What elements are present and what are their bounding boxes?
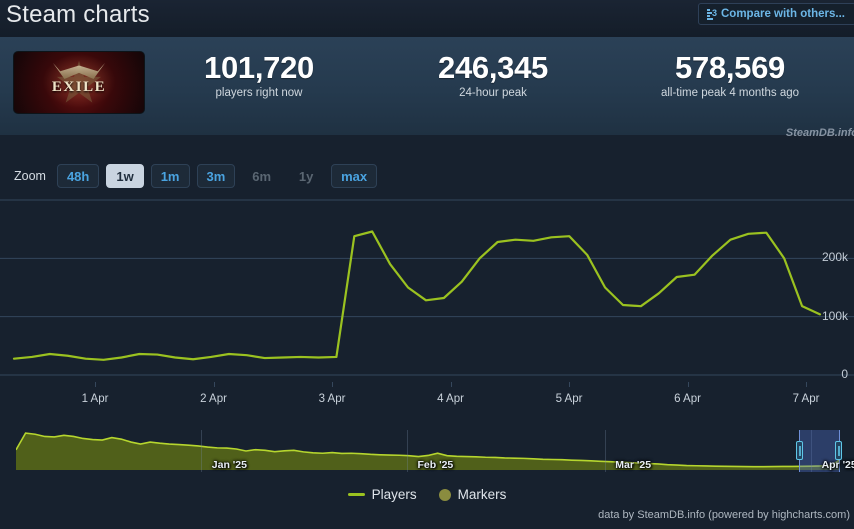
steamdb-watermark: SteamDB.info bbox=[785, 127, 854, 139]
x-axis-label: 2 Apr bbox=[200, 393, 227, 405]
stat-value: 246,345 bbox=[438, 50, 548, 85]
stat-label: 24-hour peak bbox=[459, 86, 527, 99]
x-axis-label: 7 Apr bbox=[792, 393, 820, 405]
stat-label: players right now bbox=[215, 86, 303, 99]
zoom-button-1y: 1y bbox=[298, 168, 314, 184]
stat-players-right-now: 101,720 players right now bbox=[168, 50, 350, 99]
y-axis-label: 100k bbox=[821, 308, 848, 323]
x-axis-tick bbox=[806, 382, 807, 387]
x-axis-tick bbox=[569, 382, 570, 387]
x-axis-tick bbox=[687, 382, 689, 387]
stat-24-hour-peak: 246,345 24-hour peak bbox=[400, 50, 586, 99]
zoom-button-48h[interactable]: 48h bbox=[56, 164, 100, 188]
page-header: Steam charts 3 Compare with others... bbox=[0, 0, 854, 37]
stat-all-time-peak: 578,569 all-time peak 4 months ago bbox=[610, 50, 850, 99]
navigator-series-svg bbox=[16, 432, 840, 470]
zoom-button-6m: 6m bbox=[252, 168, 272, 184]
x-axis: 1 Apr 2 Apr 3 Apr 4 Apr 5 Apr 6 Apr 7 Apr bbox=[0, 382, 854, 412]
bar-chart-icon: 3 bbox=[707, 8, 717, 20]
legend-line-icon bbox=[347, 493, 365, 496]
x-axis-tick bbox=[332, 382, 333, 387]
navigator-tick bbox=[811, 430, 813, 472]
legend-item-players[interactable]: Players bbox=[347, 487, 417, 502]
page-title: Steam charts bbox=[6, 1, 150, 28]
zoom-button-1w[interactable]: 1w bbox=[106, 164, 144, 188]
legend-label: Players bbox=[371, 487, 417, 502]
chart-legend: Players Markers bbox=[0, 487, 854, 502]
chart-gridlines bbox=[0, 199, 854, 376]
legend-dot-icon bbox=[438, 488, 451, 501]
zoom-button-3m[interactable]: 3m bbox=[196, 164, 236, 188]
legend-label: Markers bbox=[457, 487, 507, 502]
players-series-line bbox=[12, 230, 822, 361]
zoom-label: Zoom bbox=[14, 169, 46, 183]
zoom-button-max[interactable]: max bbox=[331, 164, 378, 188]
navigator-tick bbox=[201, 430, 203, 472]
game-capsule-image[interactable]: EXILE bbox=[14, 52, 144, 113]
x-axis-label: 4 Apr bbox=[437, 393, 464, 405]
chart-plot-svg bbox=[0, 199, 854, 376]
y-axis-label: 0 bbox=[841, 367, 848, 381]
player-count-chart[interactable]: 0 100k 200k bbox=[0, 196, 854, 382]
navigator-label: Jan '25 bbox=[211, 459, 247, 471]
navigator-line bbox=[16, 432, 840, 468]
navigator-tick bbox=[605, 430, 607, 472]
chart-credits: data by SteamDB.info (powered by highcha… bbox=[598, 509, 850, 521]
chart-navigator[interactable]: Jan '25 Feb '25 Mar '25 Apr '25 bbox=[16, 430, 854, 472]
zoom-button-1m[interactable]: 1m bbox=[150, 164, 190, 188]
navigator-label: Feb '25 bbox=[417, 459, 454, 471]
navigator-handle-left[interactable] bbox=[795, 441, 803, 460]
compare-button-label: Compare with others... bbox=[721, 8, 845, 20]
zoom-range-selector: Zoom 48h 1w 1m 3m 6m 1y max bbox=[0, 158, 854, 194]
x-axis-label: 3 Apr bbox=[318, 393, 346, 405]
compare-with-others-button[interactable]: 3 Compare with others... bbox=[698, 3, 854, 25]
stat-value: 101,720 bbox=[204, 50, 314, 85]
capsule-title-text: EXILE bbox=[51, 78, 107, 95]
x-axis-label: 6 Apr bbox=[674, 393, 701, 405]
x-axis-tick bbox=[95, 382, 96, 387]
x-axis-label: 5 Apr bbox=[555, 393, 583, 405]
navigator-label: Apr '25 bbox=[821, 459, 854, 471]
stat-value: 578,569 bbox=[675, 50, 785, 85]
x-axis-label: 1 Apr bbox=[81, 393, 109, 405]
navigator-area bbox=[16, 433, 840, 470]
stat-label: all-time peak 4 months ago bbox=[660, 86, 800, 99]
legend-item-markers[interactable]: Markers bbox=[438, 487, 507, 502]
x-axis-tick bbox=[213, 382, 215, 387]
navigator-tick bbox=[407, 430, 409, 472]
navigator-label: Mar '25 bbox=[615, 459, 652, 471]
x-axis-tick bbox=[450, 382, 452, 387]
y-axis-label: 200k bbox=[821, 250, 848, 265]
navigator-handle-right[interactable] bbox=[835, 441, 842, 460]
